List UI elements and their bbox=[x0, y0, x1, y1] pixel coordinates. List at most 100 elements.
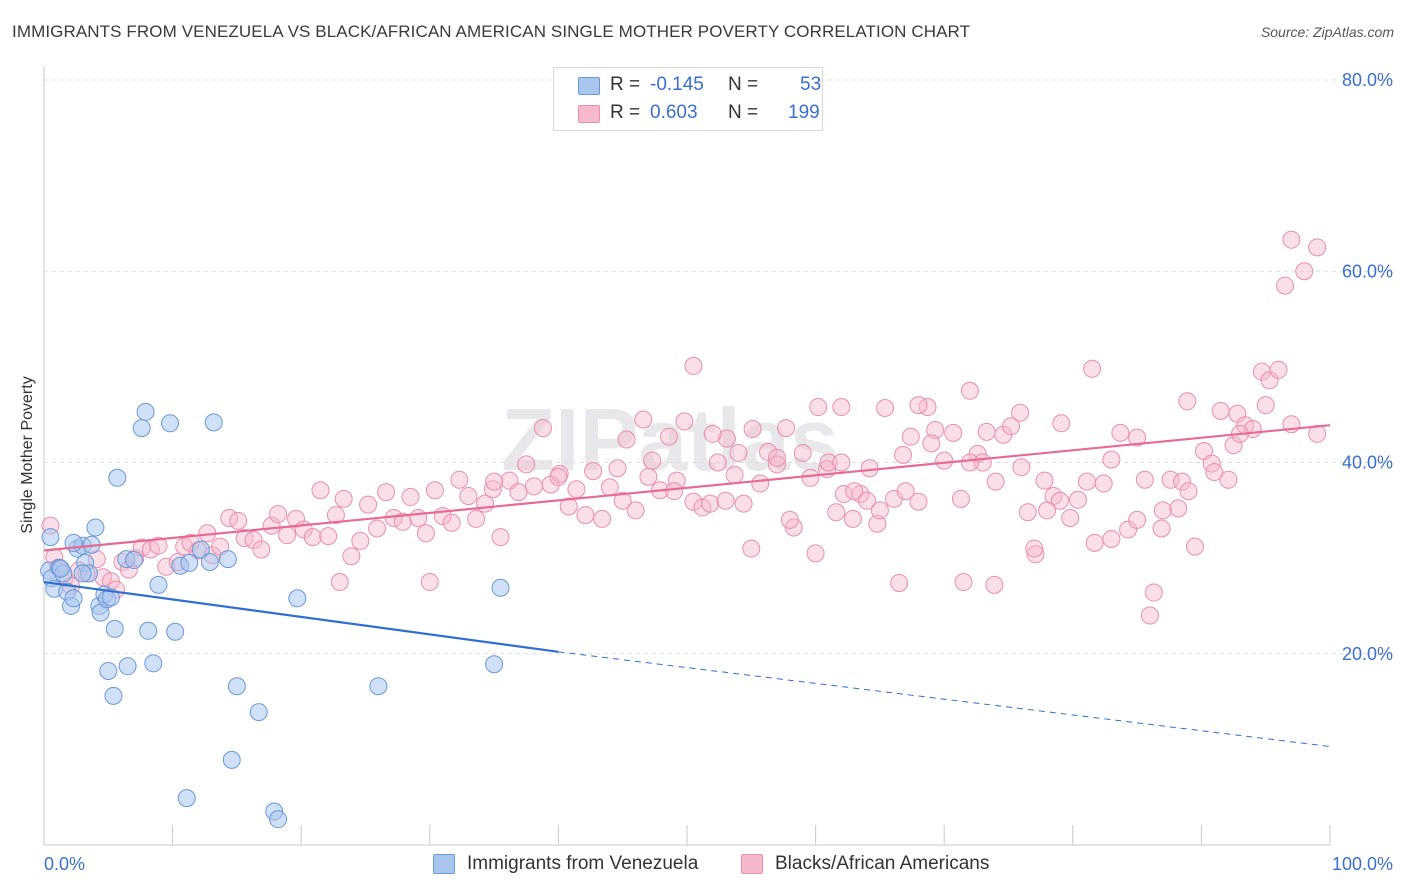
r-value-venezuela: -0.145 bbox=[650, 74, 704, 95]
r-value-blacks: 0.603 bbox=[650, 102, 698, 123]
data-point-blacks bbox=[593, 509, 612, 528]
data-point-blacks bbox=[235, 529, 254, 548]
data-point-blacks bbox=[870, 501, 889, 520]
data-point-blacks bbox=[634, 410, 653, 429]
data-point-venezuela bbox=[132, 419, 151, 438]
data-point-blacks bbox=[1161, 470, 1180, 489]
data-point-blacks bbox=[533, 419, 552, 438]
data-point-blacks bbox=[1012, 458, 1031, 477]
data-point-blacks bbox=[1068, 490, 1087, 509]
data-point-blacks bbox=[1153, 501, 1172, 520]
data-point-blacks bbox=[935, 451, 954, 470]
chart-title: IMMIGRANTS FROM VENEZUELA VS BLACK/AFRIC… bbox=[12, 22, 971, 41]
data-point-blacks bbox=[252, 540, 271, 559]
data-point-blacks bbox=[1052, 414, 1071, 433]
data-point-blacks bbox=[559, 497, 578, 516]
data-point-blacks bbox=[311, 481, 330, 500]
data-point-blacks bbox=[1085, 533, 1104, 552]
data-point-blacks bbox=[1152, 519, 1171, 538]
data-point-venezuela bbox=[139, 621, 158, 640]
data-point-blacks bbox=[229, 511, 248, 530]
data-point-blacks bbox=[768, 455, 787, 474]
data-point-blacks bbox=[809, 398, 828, 417]
data-point-blacks bbox=[359, 495, 378, 514]
x-tick-label-end: 100.0% bbox=[1332, 854, 1393, 874]
legend-swatch-blacks bbox=[741, 854, 763, 874]
data-point-blacks bbox=[1295, 262, 1314, 281]
axes bbox=[43, 66, 1331, 846]
data-point-blacks bbox=[985, 575, 1004, 594]
n-label-venezuela: N = bbox=[728, 74, 759, 95]
data-point-blacks bbox=[751, 474, 770, 493]
data-point-blacks bbox=[1169, 499, 1188, 518]
data-point-blacks bbox=[613, 491, 632, 510]
data-point-blacks bbox=[541, 475, 560, 494]
y-tick-label: 60.0% bbox=[1342, 261, 1393, 281]
data-point-blacks bbox=[1002, 417, 1021, 436]
data-point-blacks bbox=[1025, 539, 1044, 558]
data-point-venezuela bbox=[108, 468, 127, 487]
trend-line-venezuela bbox=[43, 580, 559, 653]
data-point-venezuela bbox=[104, 686, 123, 705]
data-point-blacks bbox=[617, 430, 636, 449]
venezuela-swatch bbox=[578, 77, 600, 95]
data-point-blacks bbox=[334, 489, 353, 508]
data-point-blacks bbox=[287, 509, 306, 528]
data-point-venezuela bbox=[99, 661, 118, 680]
r-label-blacks: R = bbox=[610, 102, 641, 123]
data-point-venezuela bbox=[204, 413, 223, 432]
data-point-blacks bbox=[1179, 482, 1198, 501]
data-point-blacks bbox=[149, 536, 168, 555]
data-point-blacks bbox=[1140, 606, 1159, 625]
data-point-blacks bbox=[639, 467, 658, 486]
data-point-blacks bbox=[901, 427, 920, 446]
watermark: ZIPatlas bbox=[501, 390, 838, 489]
data-point-blacks bbox=[416, 524, 435, 543]
data-point-blacks bbox=[896, 482, 915, 501]
data-point-blacks bbox=[1119, 520, 1138, 539]
data-point-blacks bbox=[954, 573, 973, 592]
legend-label-blacks: Blacks/African Americans bbox=[775, 853, 990, 874]
data-point-blacks bbox=[1128, 428, 1147, 447]
data-point-blacks bbox=[777, 419, 796, 438]
data-point-venezuela bbox=[218, 550, 237, 569]
data-point-blacks bbox=[483, 480, 502, 499]
data-point-blacks bbox=[876, 398, 895, 417]
data-point-blacks bbox=[1256, 396, 1275, 415]
y-tick-labels: 20.0% 40.0% 60.0% 80.0% bbox=[1342, 70, 1393, 664]
data-point-blacks bbox=[708, 453, 727, 472]
data-point-blacks bbox=[701, 494, 720, 513]
data-point-blacks bbox=[768, 448, 787, 467]
data-point-blacks bbox=[491, 528, 510, 547]
y-tick-label: 20.0% bbox=[1342, 644, 1393, 664]
data-point-blacks bbox=[806, 544, 825, 563]
data-point-blacks bbox=[509, 483, 528, 502]
data-point-blacks bbox=[675, 412, 694, 431]
data-point-venezuela bbox=[118, 657, 137, 676]
data-point-blacks bbox=[425, 481, 444, 500]
data-point-blacks bbox=[918, 398, 937, 417]
data-point-venezuela bbox=[166, 622, 185, 641]
data-point-blacks bbox=[342, 547, 361, 566]
data-point-blacks bbox=[1061, 508, 1080, 527]
data-point-blacks bbox=[909, 492, 928, 511]
data-point-blacks bbox=[1185, 537, 1204, 556]
data-point-blacks bbox=[550, 464, 569, 483]
data-point-blacks bbox=[1308, 238, 1327, 257]
n-value-blacks: 199 bbox=[788, 102, 820, 123]
legend-item-venezuela: Immigrants from Venezuela bbox=[433, 850, 698, 878]
series-blacks-points bbox=[41, 230, 1327, 625]
data-point-blacks bbox=[377, 483, 396, 502]
data-point-blacks bbox=[368, 519, 387, 538]
data-point-blacks bbox=[584, 462, 603, 481]
data-point-blacks bbox=[1111, 423, 1130, 442]
data-point-blacks bbox=[626, 501, 645, 520]
legend-label-venezuela: Immigrants from Venezuela bbox=[467, 853, 699, 874]
data-point-blacks bbox=[576, 506, 595, 525]
data-point-blacks bbox=[926, 420, 945, 439]
data-point-blacks bbox=[665, 482, 684, 501]
data-point-blacks bbox=[725, 465, 744, 484]
data-point-blacks bbox=[442, 513, 461, 532]
data-point-blacks bbox=[326, 506, 345, 525]
